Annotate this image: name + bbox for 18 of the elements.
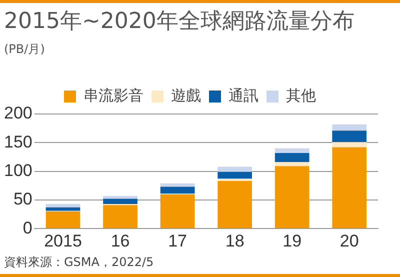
x-tick-label: 16: [110, 231, 130, 250]
legend-label: 遊戲: [171, 86, 201, 104]
y-tick-label: 150: [4, 132, 32, 152]
legend-label: 其他: [286, 86, 316, 104]
y-tick-label: 200: [4, 104, 32, 123]
x-tick-label: 18: [225, 231, 244, 250]
chart-subtitle: (PB/月): [4, 42, 45, 56]
y-tick-label: 50: [13, 190, 32, 209]
chart-title: 2015年~2020年全球網路流量分布: [4, 9, 354, 34]
legend-label: 串流影音: [84, 86, 144, 104]
x-tick-label: 2015: [44, 231, 82, 250]
y-tick-label: 0: [22, 218, 32, 238]
x-tick-label: 20: [340, 231, 359, 250]
legend-label: 通訊: [228, 86, 258, 104]
x-tick-label: 17: [168, 231, 188, 250]
source-note: 資料來源：GSMA，2022/5: [4, 254, 154, 271]
y-tick-label: 100: [4, 160, 32, 180]
x-tick-label: 19: [282, 231, 302, 250]
